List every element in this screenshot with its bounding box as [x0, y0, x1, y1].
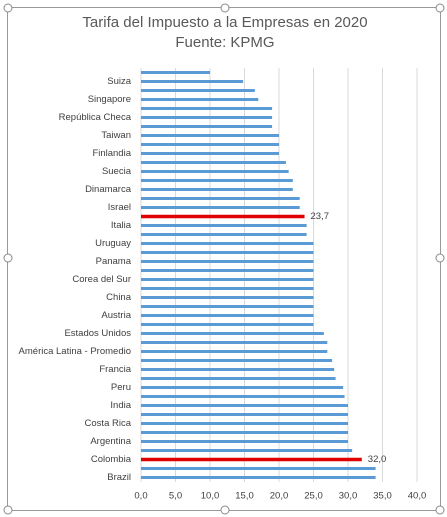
y-tick-label: República Checa [59, 112, 132, 123]
bar [141, 107, 273, 110]
y-tick-label: Singapore [88, 94, 131, 105]
bar [141, 197, 300, 200]
y-tick-label: Austria [101, 310, 131, 321]
chart-title: Tarifa del Impuesto a la Empresas en 202… [82, 14, 367, 31]
bar [141, 287, 314, 290]
x-tick-label: 0,0 [134, 491, 147, 502]
y-tick-label: India [110, 400, 131, 411]
bar [141, 341, 328, 344]
bar [141, 457, 362, 462]
bar [141, 350, 328, 353]
value-label: 23,7 [311, 211, 330, 222]
y-tick-label: Francia [99, 364, 131, 375]
x-tick-label: 15,0 [235, 491, 254, 502]
bar [141, 431, 348, 434]
bar [141, 476, 376, 479]
bar [141, 224, 307, 227]
x-tick-label: 25,0 [304, 491, 323, 502]
y-tick-label: Dinamarca [85, 184, 132, 195]
y-tick-label: Corea del Sur [72, 274, 131, 285]
bar [141, 368, 335, 371]
x-tick-label: 35,0 [373, 491, 392, 502]
y-tick-label: Costa Rica [85, 418, 132, 429]
y-tick-label: Italia [111, 220, 132, 231]
bar [141, 332, 324, 335]
bar [141, 161, 286, 164]
bar [141, 98, 259, 101]
bar [141, 305, 314, 308]
bar [141, 377, 336, 380]
bar [141, 395, 345, 398]
x-tick-label: 20,0 [270, 491, 289, 502]
bar [141, 134, 279, 137]
bar [141, 260, 314, 263]
bar [141, 179, 293, 182]
y-tick-label: Suiza [107, 76, 131, 87]
bar [141, 467, 376, 470]
y-tick-label: Brazil [107, 472, 131, 483]
bar [141, 116, 273, 119]
bar [141, 152, 279, 155]
y-tick-label: Argentina [90, 436, 131, 447]
value-label: 32,0 [368, 454, 387, 465]
y-tick-label: Estados Unidos [64, 328, 131, 339]
bar [141, 233, 307, 236]
bar [141, 71, 210, 74]
chart-subtitle: Fuente: KPMG [175, 34, 274, 51]
x-tick-label: 30,0 [339, 491, 358, 502]
bar [141, 143, 279, 146]
bar [141, 413, 348, 416]
handles [3, 3, 445, 515]
bar [141, 323, 314, 326]
bar [141, 440, 348, 443]
bar [141, 359, 333, 362]
y-tick-label: Colombia [91, 454, 132, 465]
x-tick-label: 10,0 [201, 491, 220, 502]
bar [141, 314, 314, 317]
y-tick-label: Israel [108, 202, 131, 213]
bar [141, 80, 244, 83]
bar [141, 386, 344, 389]
bar [141, 170, 289, 173]
x-tick-label: 40,0 [408, 491, 427, 502]
y-tick-label: Peru [111, 382, 131, 393]
bar [141, 449, 353, 452]
y-tick-label: Finlandia [92, 148, 131, 159]
bar [141, 89, 255, 92]
bar [141, 251, 314, 254]
bar [141, 125, 273, 128]
y-tick-label: Uruguay [95, 238, 131, 249]
bar [141, 214, 305, 219]
bar [141, 422, 348, 425]
bar [141, 206, 300, 209]
bar [141, 242, 314, 245]
y-tick-label: Taiwan [101, 130, 131, 141]
bar [141, 404, 348, 407]
y-tick-label: China [106, 292, 132, 303]
bar [141, 296, 314, 299]
x-tick-label: 5,0 [169, 491, 182, 502]
y-tick-label: Panama [96, 256, 132, 267]
y-tick-label: Suecia [102, 166, 132, 177]
y-tick-label: América Latina - Promedio [19, 346, 131, 357]
bar [141, 188, 293, 191]
bar [141, 269, 314, 272]
bar [141, 278, 314, 281]
